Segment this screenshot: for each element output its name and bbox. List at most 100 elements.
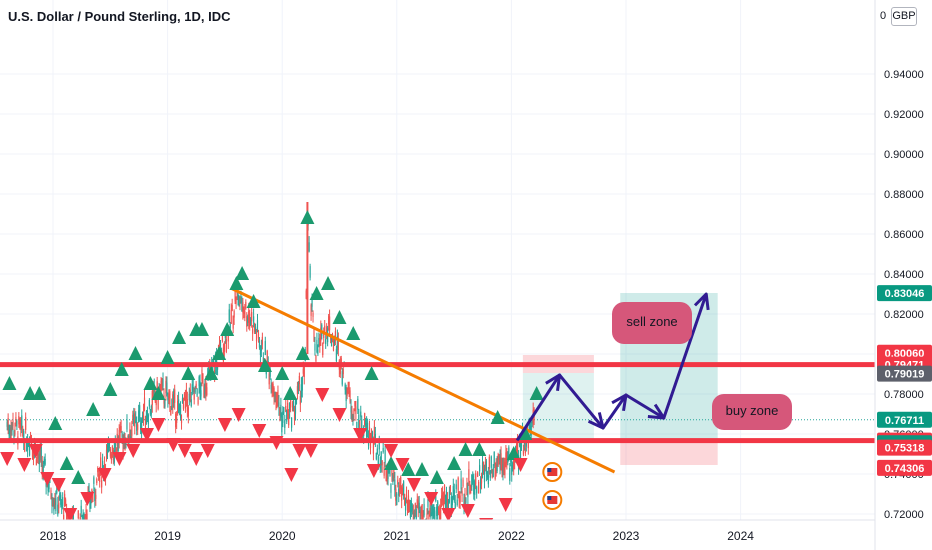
candle-body: [279, 407, 281, 416]
sell-signal-marker: [231, 408, 246, 422]
candle-body: [516, 439, 519, 452]
buy-signal-marker: [151, 386, 166, 400]
candle-body: [59, 493, 61, 500]
buy-signal-marker: [229, 276, 244, 290]
candle-body: [12, 420, 14, 427]
candle-body: [162, 378, 164, 387]
sell-signal-marker: [166, 438, 181, 452]
candle-body: [457, 477, 459, 491]
buy-signal-marker: [258, 358, 273, 372]
candle-body: [109, 449, 112, 457]
candle-body: [403, 493, 406, 505]
buy-zone-note[interactable]: buy zone: [712, 394, 792, 430]
candle-body: [493, 451, 495, 466]
candle-body: [484, 461, 487, 469]
candle-body: [142, 411, 145, 420]
candle-body: [385, 468, 387, 481]
candle-body: [13, 430, 15, 439]
sell-signal-marker: [406, 478, 421, 492]
candle-body: [56, 484, 58, 493]
candle-body: [212, 364, 214, 371]
candle-body: [384, 449, 386, 463]
sell-signal-marker: [0, 452, 15, 466]
x-tick-label: 2024: [727, 529, 754, 543]
candle-body: [325, 338, 327, 344]
candle-body: [189, 389, 191, 402]
candle-body: [486, 471, 488, 478]
candle-body: [485, 461, 488, 475]
candle-body: [31, 446, 34, 457]
y-tick-label: 0.86000: [884, 229, 924, 241]
candle-body: [319, 337, 321, 346]
candle-body: [468, 469, 470, 483]
candle-body: [272, 383, 274, 393]
buy-signal-marker: [332, 310, 347, 324]
buy-signal-marker: [103, 382, 118, 396]
candle-body: [323, 333, 325, 338]
price-label-value: 0.76711: [885, 415, 924, 427]
candle-body: [215, 356, 217, 367]
candle-body: [275, 397, 277, 403]
candle-body: [289, 402, 291, 412]
candle-body: [135, 417, 137, 424]
candle-body: [260, 345, 263, 351]
candle-body: [50, 490, 52, 500]
candle-body: [383, 466, 385, 476]
buy-signal-marker: [194, 322, 209, 336]
candle-body: [287, 402, 289, 414]
candle-body: [137, 424, 139, 430]
candle-body: [173, 390, 175, 403]
candle-body: [410, 501, 413, 512]
candle-body: [451, 496, 453, 506]
candle-body: [223, 343, 225, 352]
candle-body: [528, 423, 530, 429]
sell-signal-marker: [498, 498, 513, 512]
candle-body: [337, 338, 339, 351]
candle-body: [495, 461, 497, 474]
x-tick-label: 2023: [613, 529, 640, 543]
candle-body: [80, 505, 82, 514]
candle-body: [433, 504, 435, 517]
x-tick-label: 2020: [269, 529, 296, 543]
candle-body: [123, 432, 125, 444]
candle-body: [500, 453, 502, 465]
sell-signal-marker: [151, 418, 166, 432]
candle-body: [192, 386, 194, 393]
candle-body: [519, 445, 522, 459]
candle-body: [311, 298, 313, 307]
currency-badge[interactable]: GBP: [891, 7, 917, 26]
candle-body: [203, 384, 205, 398]
candle-body: [55, 498, 57, 511]
candle-body: [292, 395, 295, 409]
candle-body: [436, 506, 438, 516]
candle-body: [88, 484, 90, 499]
candle-body: [184, 396, 187, 409]
candle-body: [183, 393, 186, 401]
candle-body: [278, 402, 280, 409]
candle-body: [286, 409, 288, 422]
candle-body: [134, 413, 136, 427]
candle-body: [421, 504, 423, 514]
candle-body: [65, 510, 68, 525]
projection-path: [515, 293, 708, 442]
candle-body: [282, 411, 284, 423]
sell-zone-note[interactable]: sell zone: [612, 302, 692, 344]
candle-body: [164, 399, 166, 407]
candle-body: [386, 471, 388, 482]
candle-body: [369, 440, 372, 449]
candle-body: [430, 512, 432, 518]
candle-body: [180, 419, 183, 424]
candle-body: [505, 452, 507, 465]
candle-body: [35, 459, 37, 466]
price-label-badge: [877, 459, 932, 476]
candle-body: [261, 336, 263, 345]
candle-body: [373, 426, 375, 441]
candle-body: [61, 502, 63, 508]
candle-body: [255, 331, 258, 342]
buy-signal-marker: [346, 326, 361, 340]
buy-signal-marker: [506, 446, 521, 460]
candle-body: [218, 342, 221, 347]
candle-body: [8, 425, 10, 436]
candle-body: [221, 333, 224, 342]
